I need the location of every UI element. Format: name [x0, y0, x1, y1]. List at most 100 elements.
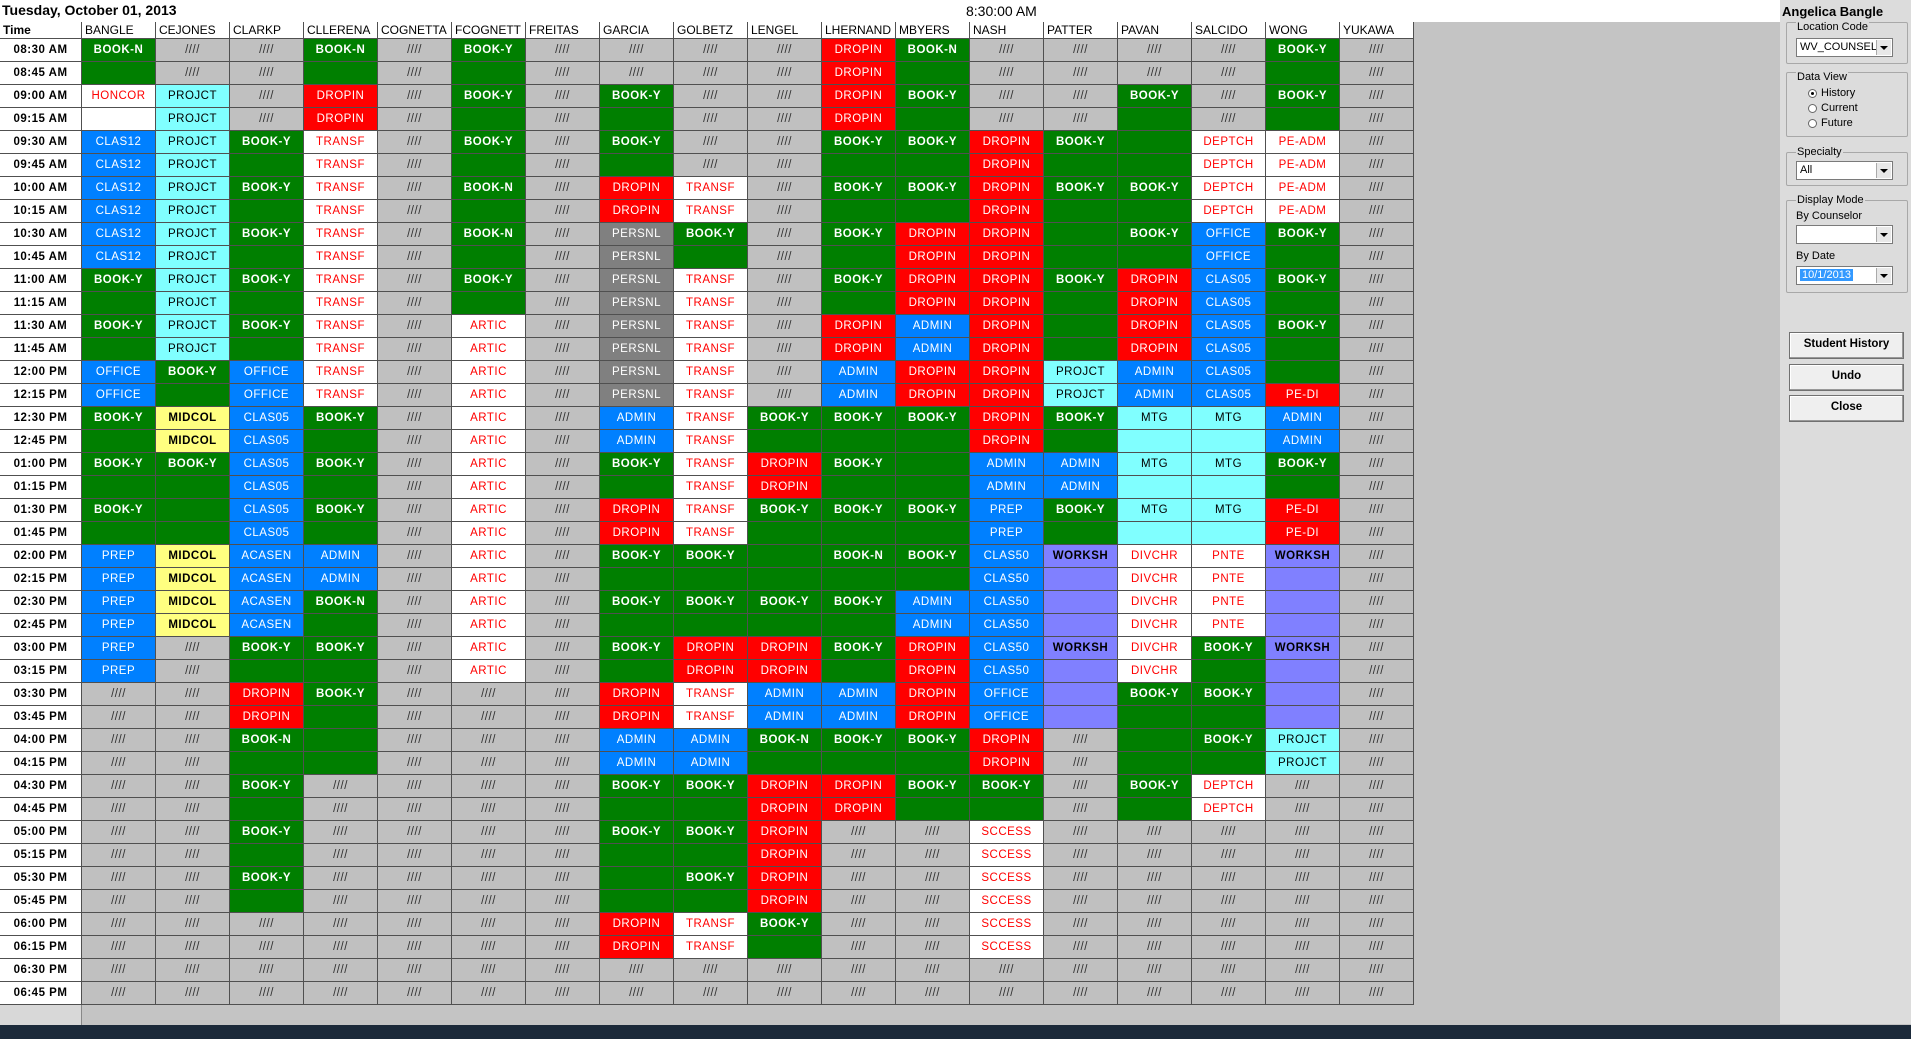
- slot-cell[interactable]: BOOK-N: [82, 39, 156, 62]
- slot-cell[interactable]: [1266, 591, 1340, 614]
- slot-cell[interactable]: ////: [1118, 982, 1192, 1005]
- slot-cell[interactable]: DROPIN: [1118, 292, 1192, 315]
- slot-cell[interactable]: [970, 798, 1044, 821]
- slot-cell[interactable]: ////: [822, 821, 896, 844]
- slot-cell[interactable]: ////: [1340, 131, 1414, 154]
- slot-cell[interactable]: ACASEN: [230, 614, 304, 637]
- slot-cell[interactable]: ////: [526, 131, 600, 154]
- slot-cell[interactable]: ADMIN: [822, 361, 896, 384]
- slot-cell[interactable]: ////: [82, 890, 156, 913]
- counselor-header[interactable]: SALCIDO: [1192, 22, 1266, 39]
- slot-cell[interactable]: ACASEN: [230, 568, 304, 591]
- slot-cell[interactable]: ////: [1118, 62, 1192, 85]
- slot-cell[interactable]: BOOK-Y: [1044, 499, 1118, 522]
- slot-cell[interactable]: DROPIN: [896, 269, 970, 292]
- slot-cell[interactable]: [1192, 706, 1266, 729]
- slot-cell[interactable]: PERSNL: [600, 315, 674, 338]
- slot-cell[interactable]: BOOK-Y: [1266, 223, 1340, 246]
- slot-cell[interactable]: ARTIC: [452, 476, 526, 499]
- slot-cell[interactable]: PROJCT: [156, 269, 230, 292]
- slot-cell[interactable]: BOOK-Y: [822, 407, 896, 430]
- slot-cell[interactable]: ////: [1340, 223, 1414, 246]
- slot-cell[interactable]: ACASEN: [230, 591, 304, 614]
- slot-cell[interactable]: BOOK-Y: [1266, 453, 1340, 476]
- slot-cell[interactable]: ////: [674, 959, 748, 982]
- slot-cell[interactable]: ////: [1340, 591, 1414, 614]
- slot-cell[interactable]: DEPTCH: [1192, 154, 1266, 177]
- slot-cell[interactable]: BOOK-Y: [674, 223, 748, 246]
- slot-cell[interactable]: ////: [304, 890, 378, 913]
- slot-cell[interactable]: ////: [1340, 292, 1414, 315]
- counselor-header[interactable]: CLARKP: [230, 22, 304, 39]
- slot-cell[interactable]: ////: [1340, 407, 1414, 430]
- slot-cell[interactable]: DROPIN: [822, 338, 896, 361]
- slot-cell[interactable]: ADMIN: [748, 683, 822, 706]
- slot-cell[interactable]: ////: [1340, 39, 1414, 62]
- slot-cell[interactable]: ACASEN: [230, 545, 304, 568]
- slot-cell[interactable]: ////: [1118, 821, 1192, 844]
- slot-cell[interactable]: BOOK-Y: [674, 867, 748, 890]
- slot-cell[interactable]: ////: [156, 775, 230, 798]
- slot-cell[interactable]: BOOK-N: [304, 591, 378, 614]
- slot-cell[interactable]: BOOK-Y: [600, 637, 674, 660]
- slot-cell[interactable]: TRANSF: [674, 913, 748, 936]
- slot-cell[interactable]: BOOK-N: [452, 177, 526, 200]
- slot-cell[interactable]: ////: [378, 499, 452, 522]
- slot-cell[interactable]: ADMIN: [600, 430, 674, 453]
- slot-cell[interactable]: DEPTCH: [1192, 177, 1266, 200]
- slot-cell[interactable]: DROPIN: [600, 522, 674, 545]
- slot-cell[interactable]: ////: [526, 292, 600, 315]
- slot-cell[interactable]: ////: [378, 430, 452, 453]
- slot-cell[interactable]: [1118, 430, 1192, 453]
- slot-cell[interactable]: ////: [526, 913, 600, 936]
- slot-cell[interactable]: ////: [526, 614, 600, 637]
- slot-cell[interactable]: TRANSF: [304, 292, 378, 315]
- slot-cell[interactable]: [1192, 476, 1266, 499]
- slot-cell[interactable]: ////: [378, 269, 452, 292]
- slot-cell[interactable]: ////: [1340, 683, 1414, 706]
- slot-cell[interactable]: PROJCT: [156, 177, 230, 200]
- slot-cell[interactable]: BOOK-Y: [1044, 177, 1118, 200]
- slot-cell[interactable]: PERSNL: [600, 292, 674, 315]
- slot-cell[interactable]: DROPIN: [970, 131, 1044, 154]
- slot-cell[interactable]: ////: [378, 338, 452, 361]
- slot-cell[interactable]: ADMIN: [822, 706, 896, 729]
- counselor-header[interactable]: FREITAS: [526, 22, 600, 39]
- slot-cell[interactable]: ////: [378, 982, 452, 1005]
- slot-cell[interactable]: ////: [526, 729, 600, 752]
- slot-cell[interactable]: ARTIC: [452, 522, 526, 545]
- slot-cell[interactable]: ////: [304, 982, 378, 1005]
- slot-cell[interactable]: DROPIN: [970, 292, 1044, 315]
- undo-button[interactable]: Undo: [1789, 364, 1904, 391]
- slot-cell[interactable]: [674, 568, 748, 591]
- slot-cell[interactable]: ////: [970, 39, 1044, 62]
- slot-cell[interactable]: ////: [1340, 729, 1414, 752]
- slot-cell[interactable]: ////: [452, 890, 526, 913]
- slot-cell[interactable]: PREP: [82, 660, 156, 683]
- slot-cell[interactable]: TRANSF: [674, 936, 748, 959]
- slot-cell[interactable]: ////: [156, 39, 230, 62]
- slot-cell[interactable]: BOOK-Y: [748, 913, 822, 936]
- slot-cell[interactable]: ////: [526, 315, 600, 338]
- slot-cell[interactable]: TRANSF: [674, 683, 748, 706]
- slot-cell[interactable]: ADMIN: [896, 591, 970, 614]
- slot-cell[interactable]: ////: [1266, 867, 1340, 890]
- slot-cell[interactable]: [82, 522, 156, 545]
- slot-cell[interactable]: ////: [1266, 959, 1340, 982]
- slot-cell[interactable]: PERSNL: [600, 338, 674, 361]
- slot-cell[interactable]: PE-DI: [1266, 522, 1340, 545]
- slot-cell[interactable]: ////: [156, 821, 230, 844]
- slot-cell[interactable]: ////: [526, 384, 600, 407]
- slot-cell[interactable]: PROJCT: [1044, 384, 1118, 407]
- slot-cell[interactable]: ////: [748, 384, 822, 407]
- slot-cell[interactable]: ADMIN: [748, 706, 822, 729]
- slot-cell[interactable]: DROPIN: [1118, 338, 1192, 361]
- slot-cell[interactable]: DROPIN: [822, 108, 896, 131]
- slot-cell[interactable]: ////: [378, 407, 452, 430]
- slot-cell[interactable]: [230, 798, 304, 821]
- slot-cell[interactable]: ////: [1340, 62, 1414, 85]
- slot-cell[interactable]: [1192, 660, 1266, 683]
- slot-cell[interactable]: [600, 867, 674, 890]
- slot-cell[interactable]: BOOK-Y: [304, 499, 378, 522]
- slot-cell[interactable]: BOOK-Y: [452, 269, 526, 292]
